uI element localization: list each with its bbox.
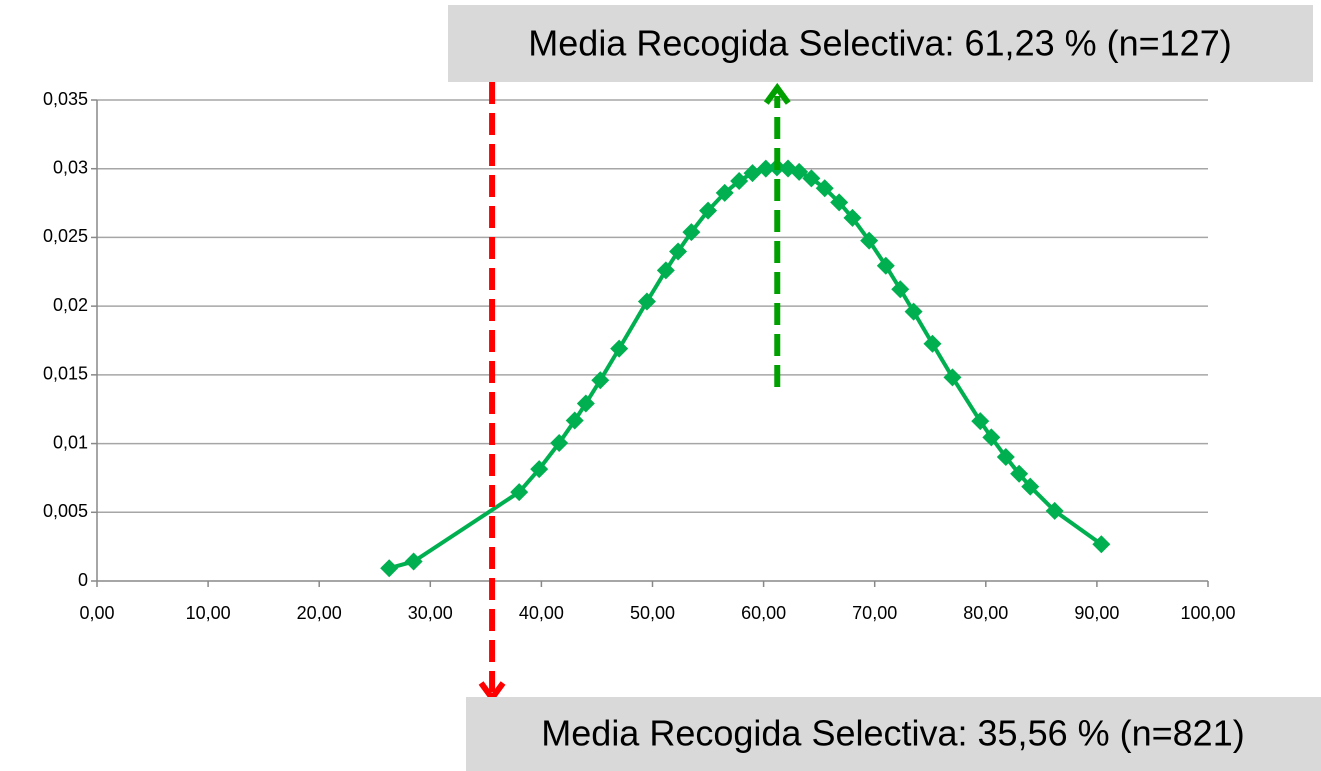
annotation-box xyxy=(466,697,1321,771)
data-point xyxy=(756,159,775,178)
data-point xyxy=(610,339,629,358)
data-point xyxy=(565,411,584,430)
y-tick-label: 0 xyxy=(78,570,88,590)
data-line xyxy=(388,165,1103,571)
x-tick-label: 40,00 xyxy=(519,603,564,623)
x-tick-label: 90,00 xyxy=(1074,603,1119,623)
y-tick-label: 0,02 xyxy=(53,295,88,315)
data-point xyxy=(904,302,923,321)
y-tick-label: 0,015 xyxy=(43,364,88,384)
x-tick-label: 0,00 xyxy=(79,603,114,623)
y-tick-label: 0,025 xyxy=(43,226,88,246)
y-tick-label: 0,035 xyxy=(43,89,88,109)
data-point xyxy=(923,334,942,353)
data-point xyxy=(576,394,595,413)
data-point xyxy=(996,448,1015,467)
data-point xyxy=(380,559,399,578)
data-point xyxy=(591,371,610,390)
data-point xyxy=(830,193,849,212)
x-tick-label: 80,00 xyxy=(963,603,1008,623)
data-point xyxy=(656,261,675,280)
data-point xyxy=(669,242,688,261)
data-point xyxy=(891,280,910,299)
arrow-head xyxy=(763,82,791,105)
x-tick-label: 50,00 xyxy=(630,603,675,623)
data-point xyxy=(682,223,701,242)
data-point xyxy=(1045,501,1064,520)
data-point xyxy=(637,292,656,311)
data-point xyxy=(876,256,895,275)
y-tick-label: 0,03 xyxy=(53,157,88,177)
annotation-text: Media Recogida Selectiva: 35,56 % (n=821… xyxy=(541,713,1244,754)
x-tick-label: 20,00 xyxy=(297,603,342,623)
data-point xyxy=(1092,535,1111,554)
data-point xyxy=(815,179,834,198)
data-point xyxy=(730,171,749,190)
data-point xyxy=(530,460,549,479)
annotation-box xyxy=(448,5,1313,82)
data-point xyxy=(510,483,529,502)
data-point xyxy=(404,552,423,571)
data-point xyxy=(843,208,862,227)
data-point xyxy=(982,428,1001,447)
x-tick-label: 70,00 xyxy=(852,603,897,623)
data-point xyxy=(790,162,809,181)
x-tick-label: 30,00 xyxy=(408,603,453,623)
data-point xyxy=(860,231,879,250)
data-point xyxy=(715,183,734,202)
x-tick-label: 60,00 xyxy=(741,603,786,623)
data-point xyxy=(699,201,718,220)
data-point xyxy=(971,412,990,431)
annotation-text: Media Recogida Selectiva: 61,23 % (n=127… xyxy=(528,23,1231,64)
y-tick-label: 0,01 xyxy=(53,432,88,452)
data-point xyxy=(550,434,569,453)
x-tick-label: 10,00 xyxy=(186,603,231,623)
data-point xyxy=(943,368,962,387)
data-point xyxy=(1021,477,1040,496)
data-point xyxy=(802,169,821,188)
data-point xyxy=(1010,464,1029,483)
y-tick-label: 0,005 xyxy=(43,501,88,521)
x-tick-label: 100,00 xyxy=(1180,603,1235,623)
